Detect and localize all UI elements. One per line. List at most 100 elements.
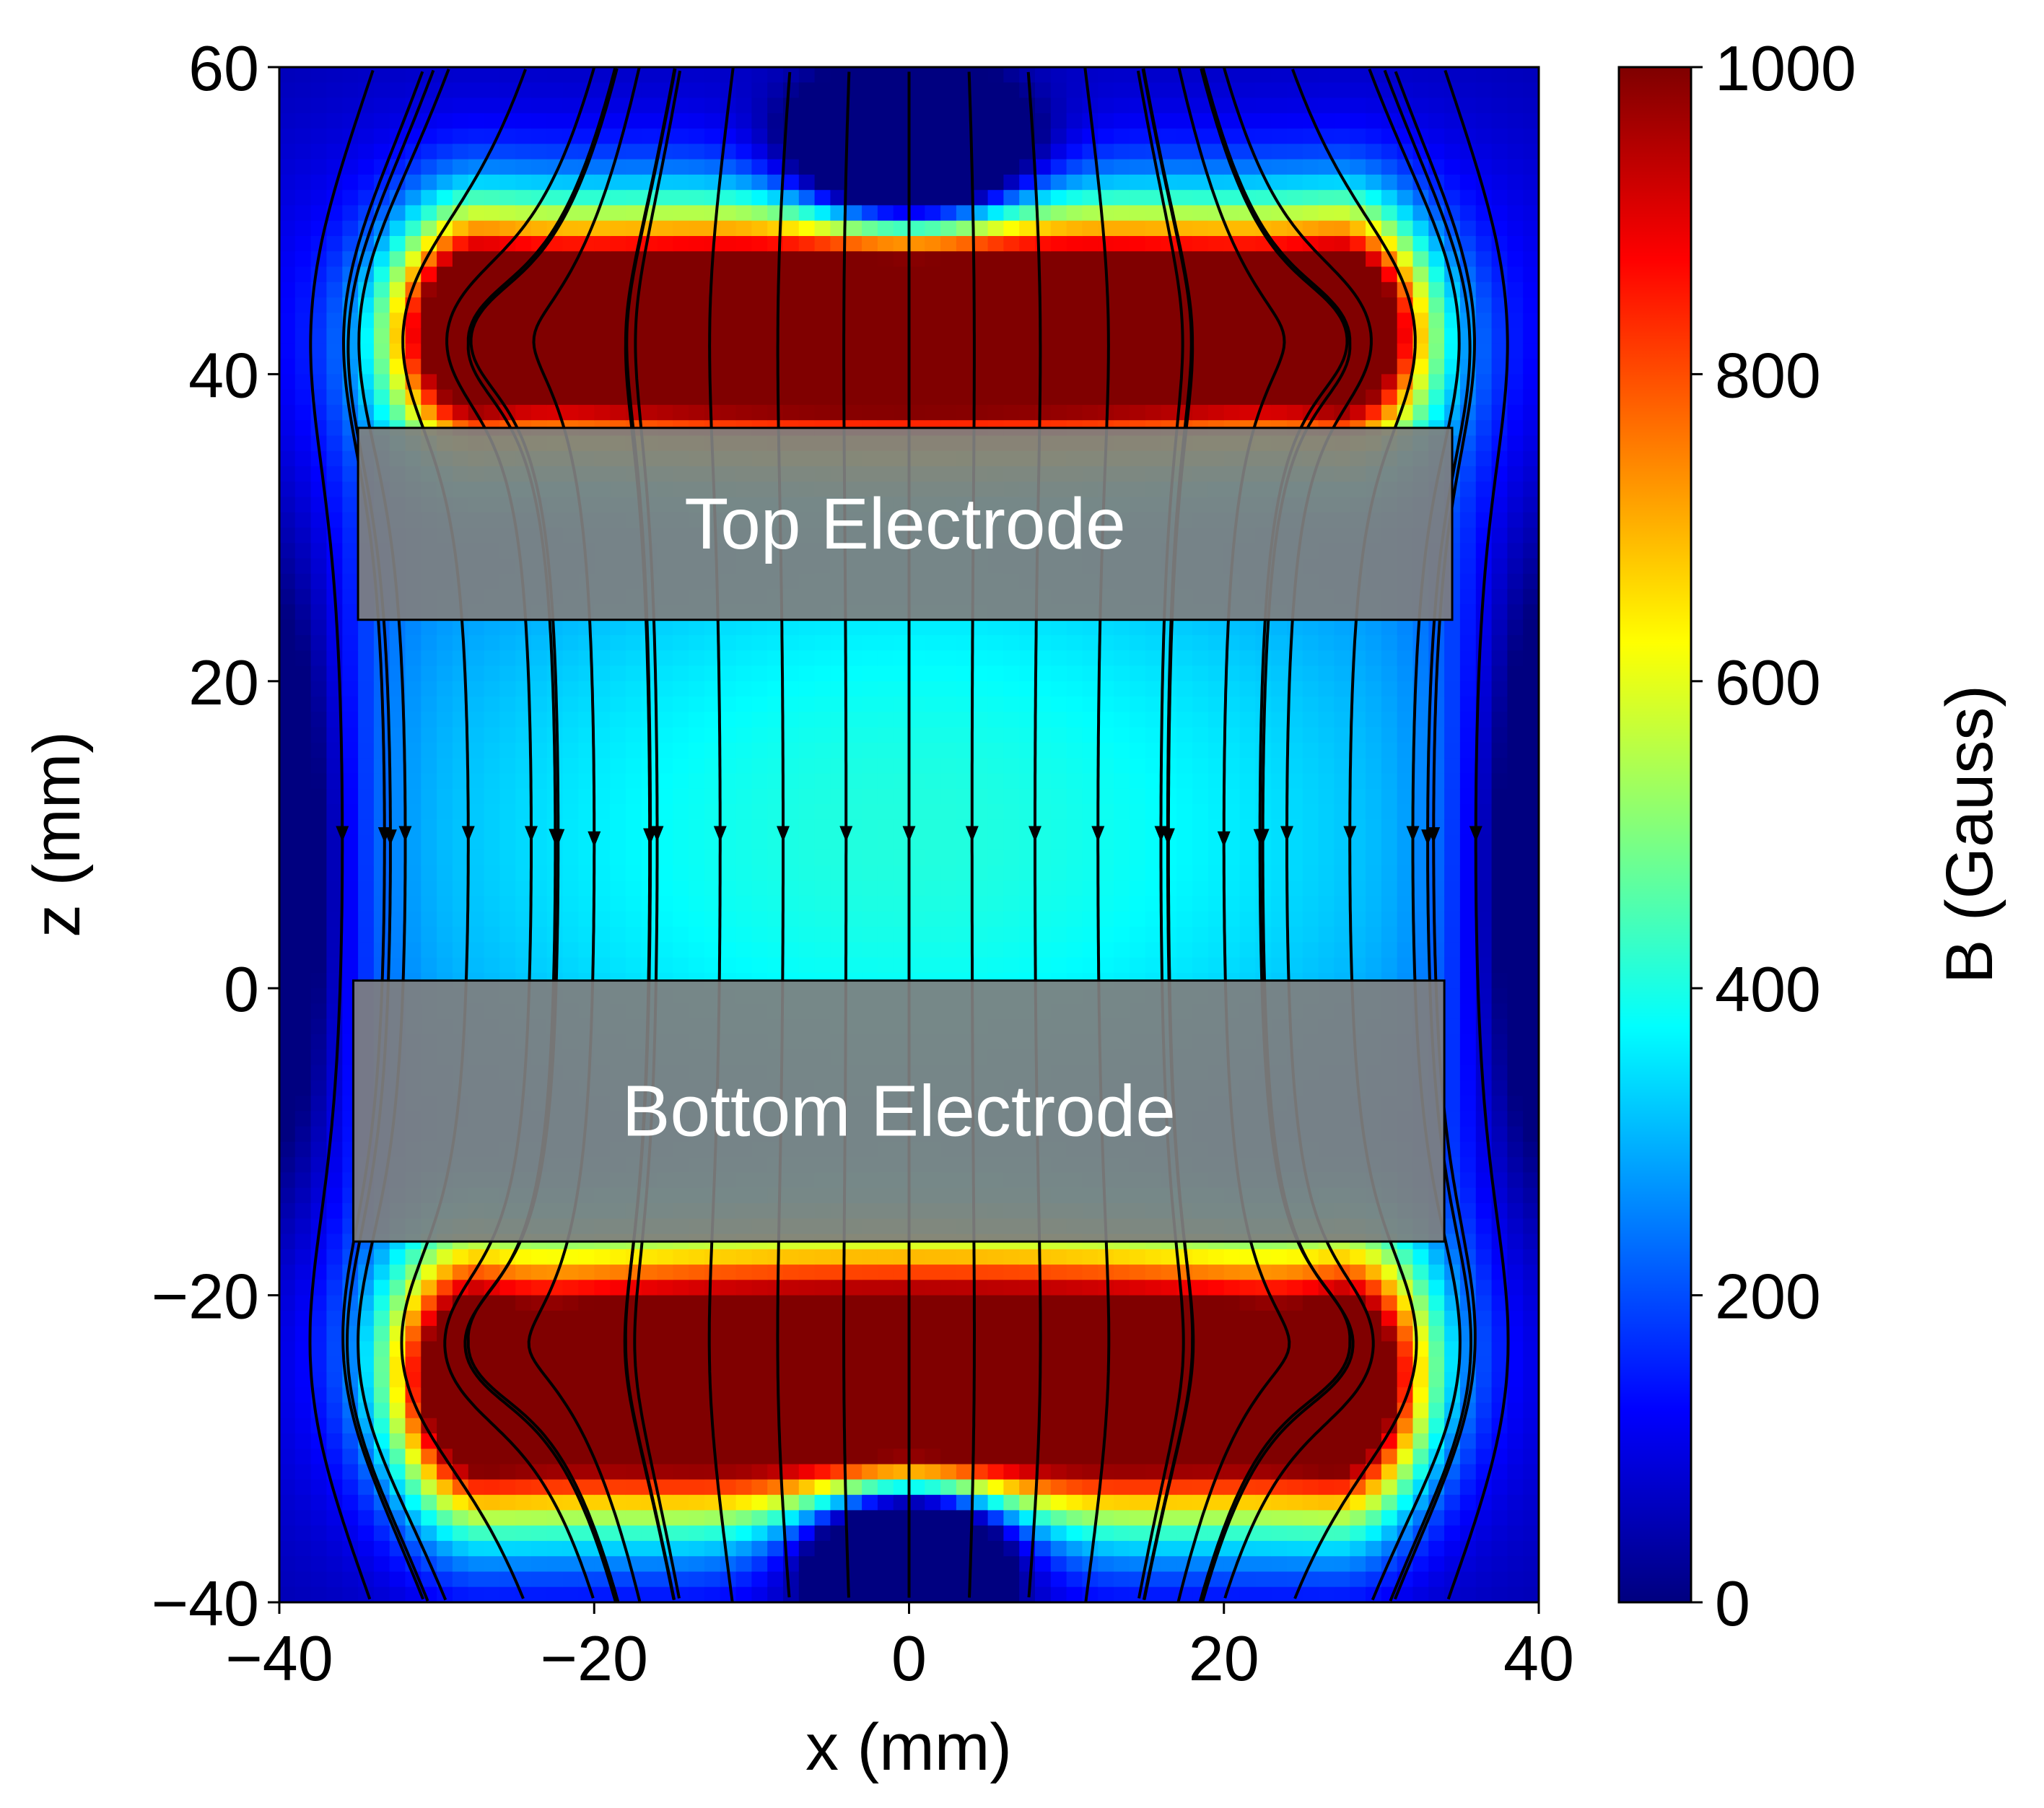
heatmap-cell <box>704 927 721 943</box>
heatmap-cell <box>389 1295 406 1311</box>
heatmap-cell <box>531 727 548 743</box>
heatmap-cell <box>1050 834 1067 851</box>
heatmap-cell <box>421 619 437 636</box>
heatmap-cell <box>562 819 579 836</box>
heatmap-cell <box>610 834 626 851</box>
heatmap-cell <box>578 1326 595 1342</box>
heatmap-cell <box>279 1172 296 1189</box>
heatmap-cell <box>940 236 957 252</box>
heatmap-cell <box>1050 911 1067 927</box>
heatmap-cell <box>846 297 862 313</box>
heatmap-cell <box>909 297 925 313</box>
heatmap-cell <box>830 712 847 728</box>
heatmap-cell <box>1050 1449 1067 1465</box>
heatmap-cell <box>940 144 957 160</box>
heatmap-cell <box>735 1479 752 1495</box>
heatmap-cell <box>798 712 816 728</box>
heatmap-cell <box>294 1249 312 1265</box>
heatmap-cell <box>484 911 500 927</box>
heatmap-cell <box>1035 927 1052 943</box>
heatmap-cell <box>1035 681 1052 697</box>
heatmap-cell <box>1050 1402 1067 1419</box>
heatmap-cell <box>735 1556 752 1573</box>
heatmap-cell <box>499 82 516 99</box>
heatmap-cell <box>610 865 626 881</box>
heatmap-cell <box>468 696 485 712</box>
heatmap-cell <box>783 236 800 252</box>
heatmap-cell <box>751 1433 768 1449</box>
heatmap-cell <box>389 1571 406 1588</box>
heatmap-cell <box>704 727 721 743</box>
heatmap-cell <box>657 297 673 313</box>
heatmap-cell <box>1050 220 1067 237</box>
heatmap-cell <box>389 1464 406 1480</box>
heatmap-cell <box>1035 911 1052 927</box>
heatmap-cell <box>925 343 941 359</box>
heatmap-cell <box>310 343 327 359</box>
heatmap-cell <box>956 635 973 651</box>
heatmap-cell <box>830 159 847 175</box>
heatmap-cell <box>515 359 532 375</box>
heatmap-cell <box>689 650 705 667</box>
heatmap-cell <box>484 1540 500 1557</box>
heatmap-cell <box>279 1080 296 1096</box>
heatmap-cell <box>405 220 422 237</box>
heatmap-cell <box>484 190 500 206</box>
heatmap-cell <box>893 1418 910 1434</box>
heatmap-cell <box>783 1265 800 1280</box>
heatmap-cell <box>468 942 485 958</box>
heatmap-cell <box>814 957 831 974</box>
heatmap-cell <box>987 1586 1004 1602</box>
heatmap-cell <box>909 113 925 129</box>
heatmap-cell <box>751 389 768 406</box>
heatmap-cell <box>720 665 737 682</box>
heatmap-cell <box>767 727 784 743</box>
heatmap-cell <box>893 82 910 99</box>
heatmap-cell <box>704 374 721 390</box>
heatmap-cell <box>342 67 359 83</box>
heatmap-cell <box>877 1540 894 1557</box>
heatmap-cell <box>641 1356 658 1373</box>
heatmap-cell <box>452 650 469 667</box>
heatmap-cell <box>294 558 312 575</box>
heatmap-cell <box>940 1280 957 1296</box>
heatmap-cell <box>704 896 721 912</box>
heatmap-cell <box>862 1402 878 1419</box>
heatmap-cell <box>562 681 579 697</box>
heatmap-cell <box>326 466 343 482</box>
heatmap-cell <box>783 681 800 697</box>
heatmap-cell <box>389 957 406 974</box>
heatmap-cell <box>689 1510 705 1527</box>
heatmap-cell <box>1035 1571 1052 1588</box>
heatmap-cell <box>940 881 957 897</box>
heatmap-cell <box>641 1540 658 1557</box>
heatmap-cell <box>437 1295 453 1311</box>
heatmap-cell <box>342 850 359 866</box>
heatmap-cell <box>484 619 500 636</box>
heatmap-cell <box>956 1525 973 1542</box>
heatmap-cell <box>421 1326 437 1342</box>
heatmap-cell <box>546 359 564 375</box>
heatmap-cell <box>546 128 564 144</box>
heatmap-cell <box>452 1586 469 1602</box>
heatmap-cell <box>421 1310 437 1327</box>
heatmap-cell <box>452 1310 469 1327</box>
heatmap-cell <box>987 758 1004 774</box>
heatmap-cell <box>909 911 925 927</box>
heatmap-cell <box>956 281 973 298</box>
heatmap-cell <box>531 865 548 881</box>
heatmap-cell <box>720 266 737 283</box>
heatmap-cell <box>594 1402 611 1419</box>
heatmap-cell <box>673 389 689 406</box>
heatmap-cell <box>783 1326 800 1342</box>
heatmap-cell <box>783 251 800 268</box>
heatmap-cell <box>657 374 673 390</box>
heatmap-cell <box>1019 927 1036 943</box>
heatmap-cell <box>940 1540 957 1557</box>
heatmap-cell <box>358 1510 375 1527</box>
heatmap-cell <box>499 1372 516 1388</box>
heatmap-cell <box>279 1326 296 1342</box>
heatmap-cell <box>673 957 689 974</box>
heatmap-cell <box>578 865 595 881</box>
heatmap-cell <box>578 251 595 268</box>
